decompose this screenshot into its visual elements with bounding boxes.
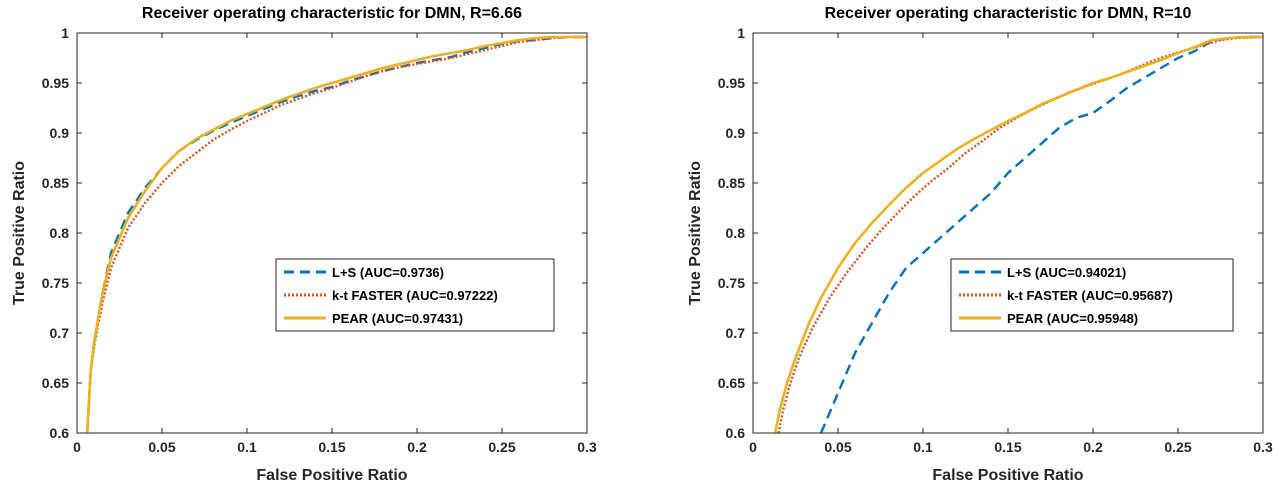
y-axis-label: True Positive Ratio [687,161,704,305]
plot-frame [76,32,588,434]
roc-plot-r666: Receiver operating characteristic for DM… [11,5,597,484]
x-tick-label: 0.2 [407,439,427,455]
plot-title: Receiver operating characteristic for DM… [825,5,1192,22]
legend: L+S (AUC=0.94021) k-t FASTER (AUC=0.9568… [950,258,1234,332]
series-line-ktfaster [777,35,1264,434]
legend-label-ls: L+S (AUC=0.9736) [332,265,444,280]
legend-label-ktfaster: k-t FASTER (AUC=0.95687) [1007,288,1173,303]
legend: L+S (AUC=0.9736) k-t FASTER (AUC=0.97222… [275,258,555,332]
tick-labels: 0 0.05 0.1 0.15 0.2 0.25 0.3 0.6 0.65 0.7 0.75 0.8 0… [42,25,597,455]
legend-label-ktfaster: k-t FASTER (AUC=0.97222) [332,288,498,303]
y-tick-label: 1 [737,25,745,41]
y-tick-label: 0.6 [50,425,70,441]
x-axis-label: False Positive Ratio [256,467,407,484]
series-line-pear [85,35,587,434]
y-tick-label: 1 [61,25,69,41]
x-tick-label: 0.25 [488,439,515,455]
y-axis-label: True Positive Ratio [11,161,28,305]
x-tick-label: 0 [749,439,757,455]
series-line-ls [86,35,587,434]
y-tick-label: 0.65 [42,375,69,391]
tick-labels: 0 0.05 0.1 0.15 0.2 0.25 0.3 0.6 0.65 0.7 0.75 0.8 0… [718,25,1273,455]
y-tick-label: 0.85 [42,175,69,191]
y-tick-label: 0.95 [42,75,69,91]
y-tick-label: 0.85 [718,175,745,191]
plot-title: Receiver operating characteristic for DM… [142,5,522,22]
x-tick-label: 0.05 [824,439,851,455]
x-tick-label: 0.25 [1164,439,1191,455]
series-lines [85,35,587,434]
legend-label-ls: L+S (AUC=0.94021) [1007,265,1126,280]
y-tick-label: 0.8 [726,225,746,241]
y-tick-label: 0.75 [718,275,745,291]
series-line-pear [773,35,1263,434]
y-tick-label: 0.8 [50,225,70,241]
x-axis-label: False Positive Ratio [932,467,1083,484]
y-tick-label: 0.6 [726,425,746,441]
x-tick-label: 0.1 [237,439,257,455]
tick-marks [752,32,1264,434]
legend-label-pear: PEAR (AUC=0.97431) [332,311,463,326]
plot-frame [752,32,1264,434]
plot-area [77,33,587,433]
x-tick-label: 0.3 [1253,439,1273,455]
legend-label-pear: PEAR (AUC=0.95948) [1007,311,1138,326]
x-tick-label: 0 [73,439,81,455]
x-tick-label: 0.15 [994,439,1021,455]
y-tick-label: 0.7 [50,325,70,341]
x-tick-label: 0.15 [318,439,345,455]
y-tick-label: 0.75 [42,275,69,291]
x-tick-label: 0.2 [1083,439,1103,455]
y-tick-label: 0.65 [718,375,745,391]
y-tick-label: 0.95 [718,75,745,91]
series-line-ktfaster [86,35,587,434]
y-tick-label: 0.9 [50,125,70,141]
y-tick-label: 0.7 [726,325,746,341]
x-tick-label: 0.05 [148,439,175,455]
x-tick-label: 0.3 [577,439,597,455]
roc-plot-r10: Receiver operating characteristic for DM… [687,5,1273,484]
x-tick-label: 0.1 [913,439,933,455]
y-tick-label: 0.9 [726,125,746,141]
plot-area [753,33,1263,433]
series-lines [773,35,1264,434]
